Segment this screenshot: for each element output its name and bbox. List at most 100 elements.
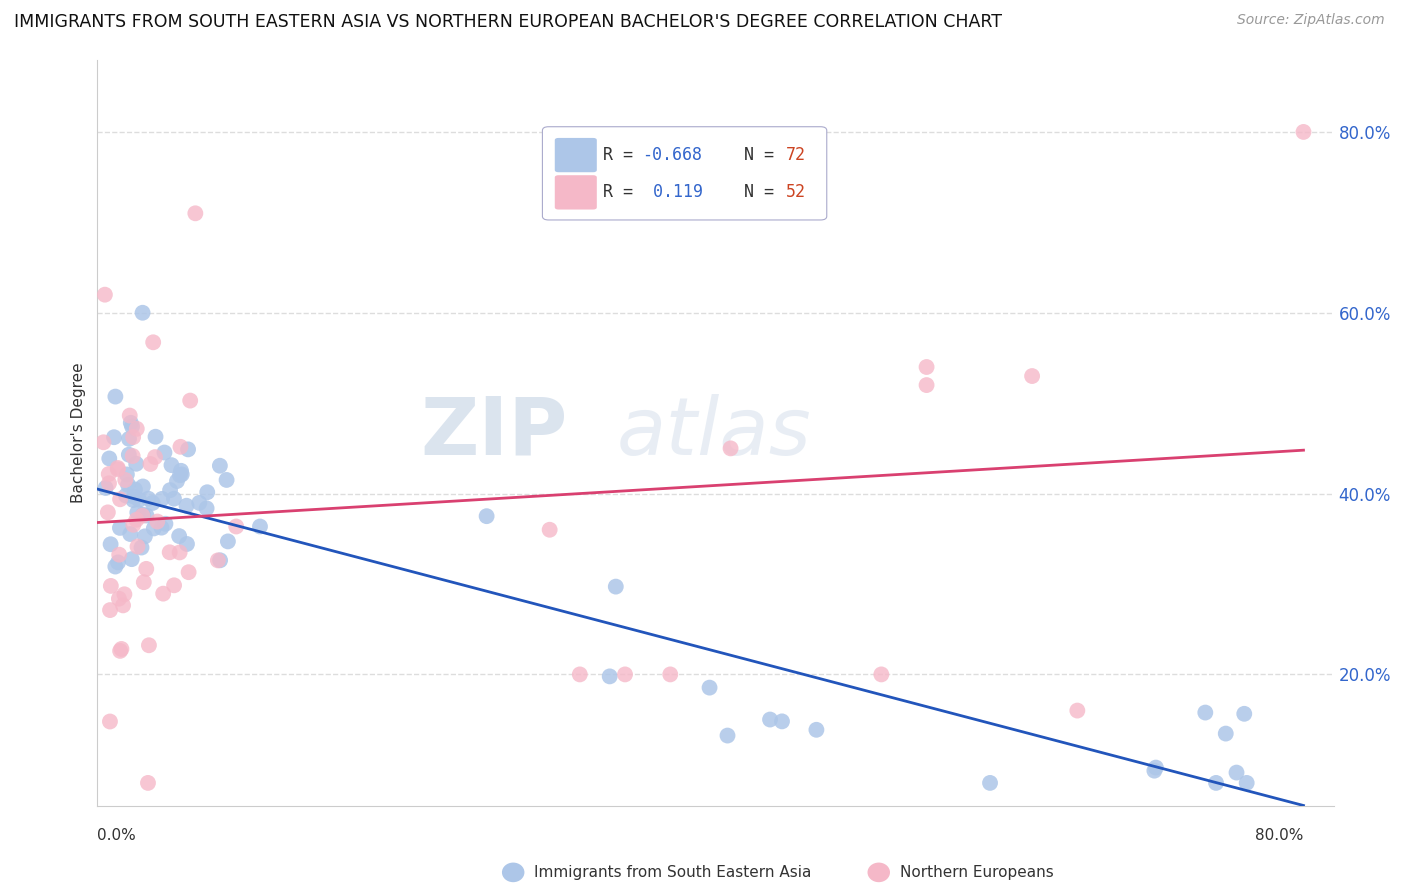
Point <box>1194 706 1216 720</box>
Point <box>108 548 131 562</box>
Point <box>97 505 120 519</box>
Text: 80.0%: 80.0% <box>1256 828 1303 843</box>
Point <box>122 493 145 508</box>
Point <box>97 467 120 481</box>
Point <box>177 565 200 579</box>
Point <box>142 496 165 510</box>
Point <box>169 440 191 454</box>
Point <box>150 491 173 506</box>
Point <box>179 393 201 408</box>
Point <box>122 490 145 504</box>
Point <box>1205 776 1227 790</box>
Point <box>98 603 121 617</box>
Point <box>121 552 143 566</box>
Point <box>108 591 131 606</box>
Point <box>104 390 127 404</box>
Point <box>127 506 149 520</box>
Point <box>170 467 193 482</box>
Text: IMMIGRANTS FROM SOUTH EASTERN ASIA VS NORTHERN EUROPEAN BACHELOR'S DEGREE CORREL: IMMIGRANTS FROM SOUTH EASTERN ASIA VS NO… <box>14 13 1002 31</box>
Point <box>176 537 198 551</box>
Point <box>979 776 1001 790</box>
Point <box>215 473 238 487</box>
Point <box>146 515 169 529</box>
Point <box>136 776 159 790</box>
Point <box>118 409 141 423</box>
Point <box>139 457 162 471</box>
Y-axis label: Bachelor's Degree: Bachelor's Degree <box>72 362 86 503</box>
Point <box>98 714 121 729</box>
Point <box>176 499 198 513</box>
Point <box>915 359 938 374</box>
Text: N =: N = <box>724 184 785 202</box>
Point <box>110 642 132 657</box>
Point <box>131 306 153 320</box>
Point <box>124 483 146 497</box>
Point <box>132 479 155 493</box>
Point <box>167 529 190 543</box>
Point <box>117 477 139 491</box>
Point <box>225 519 247 533</box>
Text: R =: R = <box>603 146 643 164</box>
Point <box>125 457 148 471</box>
Point <box>1144 761 1167 775</box>
Point <box>135 508 157 523</box>
Point <box>195 485 218 500</box>
Point <box>115 489 138 503</box>
Point <box>118 448 141 462</box>
Text: ZIP: ZIP <box>420 393 567 472</box>
Point <box>155 516 177 531</box>
Point <box>166 474 188 488</box>
Point <box>107 555 129 569</box>
Point <box>170 464 193 478</box>
Point <box>115 467 138 482</box>
Point <box>108 521 131 535</box>
Point <box>125 513 148 527</box>
Point <box>112 599 135 613</box>
Text: Immigrants from South Eastern Asia: Immigrants from South Eastern Asia <box>534 865 811 880</box>
Point <box>177 442 200 457</box>
Point <box>132 575 155 590</box>
Point <box>108 644 131 658</box>
Point <box>159 545 181 559</box>
FancyBboxPatch shape <box>543 127 827 220</box>
Point <box>716 729 738 743</box>
Point <box>100 579 122 593</box>
Point <box>100 537 122 551</box>
Point <box>1066 704 1088 718</box>
Point <box>1143 764 1166 778</box>
Point <box>1233 706 1256 721</box>
Point <box>184 206 207 220</box>
Point <box>568 667 591 681</box>
Point <box>150 521 173 535</box>
Point <box>720 442 742 456</box>
Text: -0.668: -0.668 <box>643 146 703 164</box>
Point <box>131 541 153 555</box>
Point <box>120 527 142 541</box>
Text: N =: N = <box>724 146 785 164</box>
Point <box>163 578 186 592</box>
Point <box>209 553 232 567</box>
Point <box>128 492 150 507</box>
Text: 0.119: 0.119 <box>643 184 703 202</box>
Point <box>107 462 129 476</box>
Text: Source: ZipAtlas.com: Source: ZipAtlas.com <box>1237 13 1385 28</box>
FancyBboxPatch shape <box>555 138 596 172</box>
Point <box>599 669 621 683</box>
Point <box>1236 776 1258 790</box>
Point <box>136 491 159 506</box>
Point <box>122 430 145 444</box>
Point <box>122 517 145 532</box>
Point <box>152 587 174 601</box>
Point <box>759 713 782 727</box>
Point <box>614 667 637 681</box>
Point <box>94 287 117 301</box>
Point <box>538 523 561 537</box>
Point <box>249 519 271 533</box>
Point <box>120 416 142 430</box>
Point <box>153 445 176 459</box>
Point <box>145 430 167 444</box>
Point <box>98 451 121 466</box>
Point <box>770 714 793 729</box>
Point <box>114 473 136 487</box>
Text: 72: 72 <box>786 146 806 164</box>
